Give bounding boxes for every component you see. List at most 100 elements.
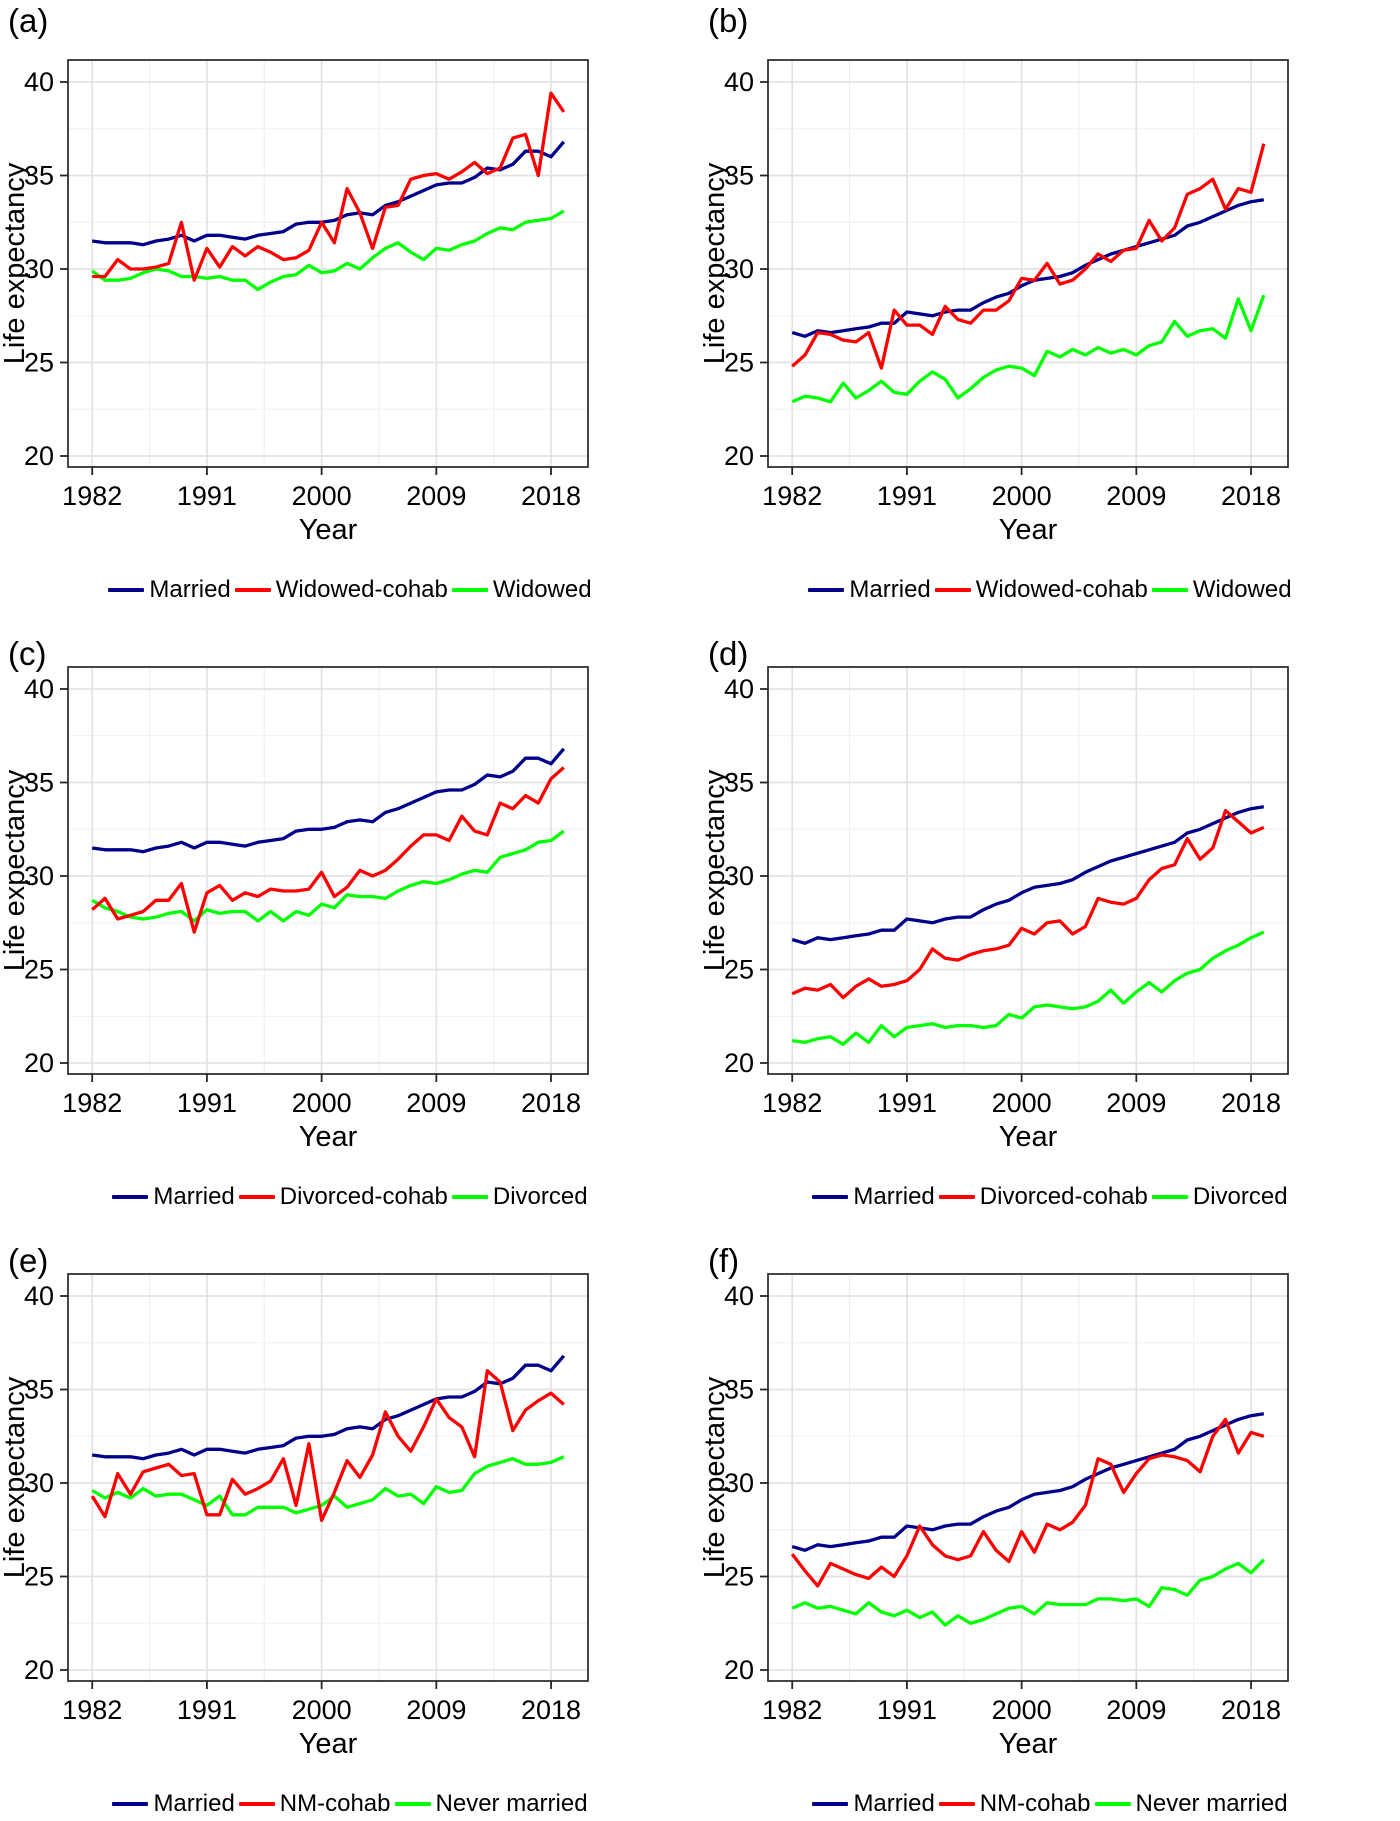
legend-label-married: Married [849,576,931,603]
legend-label-married: Married [853,1790,935,1817]
legend-label-married: Married [153,1183,235,1210]
legend-swatch-widowed-cohab [234,588,271,592]
series-line-divorced [91,829,565,923]
panel-label-c: (c) [8,635,47,672]
series-line-divorced [791,930,1265,1046]
chart-panel-a: 20 25 30 35 40 1982 1991 2000 2009 2018 Year Life e… [0,59,589,545]
y-axis-title: Life expectancy [0,1376,31,1578]
x-tick-label: 2000 [292,1088,352,1118]
x-tick-label: 2009 [406,481,466,511]
legend-panel-b: Married Widowed-cohab Widowed [700,576,1400,604]
y-tick-label: 40 [24,1281,54,1311]
legend-item-nm-cohab: NM-cohab [938,1790,1091,1818]
y-tick-label: 20 [724,441,754,471]
legend-swatch-divorced-cohab [938,1195,975,1199]
series-line-married [791,805,1265,945]
legend-swatch-widowed [1151,588,1188,592]
legend-label-divorced: Divorced [492,1183,588,1210]
x-tick-label: 2018 [1221,1695,1281,1725]
chart-panel-e: 20 25 30 35 40 1982 1991 2000 2009 2018 Year Life e… [0,1273,589,1759]
x-tick-label: 1982 [762,1088,822,1118]
y-tick-label: 30 [24,254,54,284]
y-axis-title: Life expectancy [700,1376,731,1578]
legend-item-married: Married [112,1183,235,1211]
legend-label-never-married: Never married [1135,1790,1288,1817]
panel-b: (b) 20 25 30 35 40 1982 1991 2000 2009 2018 Year Lif… [700,0,1400,607]
panel-d: (d) 20 25 30 35 40 1982 1991 2000 2009 2018 Year Lif… [700,607,1400,1214]
x-tick-label: 2000 [292,481,352,511]
x-tick-label: 1991 [877,1088,937,1118]
x-tick-label: 2009 [1106,481,1166,511]
legend-label-widowed-cohab: Widowed-cohab [975,576,1148,603]
x-axis-title: Year [299,1121,358,1152]
y-tick-label: 35 [724,768,754,798]
x-tick-label: 1991 [877,481,937,511]
legend-item-married: Married [812,1183,935,1211]
y-tick-label: 35 [24,1375,54,1405]
legend-label-nm-cohab: NM-cohab [279,1790,391,1817]
y-tick-label: 35 [24,161,54,191]
y-axis-title: Life expectancy [0,769,31,971]
legend-panel-f: Married NM-cohab Never married [700,1790,1400,1818]
y-tick-label: 30 [724,254,754,284]
x-tick-label: 1991 [177,1088,237,1118]
legend-label-never-married: Never married [435,1790,588,1817]
x-axis-title: Year [299,1728,358,1759]
x-tick-label: 2018 [521,1695,581,1725]
legend-label-divorced-cohab: Divorced-cohab [979,1183,1148,1210]
legend-item-married: Married [112,1790,235,1818]
series-line-never-married [791,1558,1265,1627]
legend-panel-c: Married Divorced-cohab Divorced [0,1183,700,1211]
legend-label-divorced-cohab: Divorced-cohab [279,1183,448,1210]
panel-label-a: (a) [8,2,49,39]
legend-swatch-widowed [451,588,488,592]
legend-label-married: Married [153,1790,235,1817]
y-tick-label: 20 [24,1655,54,1685]
legend-panel-d: Married Divorced-cohab Divorced [700,1183,1400,1211]
x-tick-label: 2009 [1106,1088,1166,1118]
y-tick-label: 30 [24,1468,54,1498]
series-line-married [791,198,1265,338]
x-tick-label: 2018 [521,481,581,511]
y-tick-label: 40 [24,67,54,97]
legend-panel-a: Married Widowed-cohab Widowed [0,576,700,604]
panel-label-f: (f) [708,1242,740,1279]
y-tick-label: 40 [724,1281,754,1311]
legend-item-married: Married [108,576,231,604]
panel-label-e: (e) [8,1242,49,1279]
y-tick-label: 25 [24,955,54,985]
legend-item-never-married: Never married [394,1790,588,1818]
x-axis-title: Year [999,1121,1058,1152]
y-tick-label: 40 [24,674,54,704]
series-line-widowed-cohab [791,143,1266,370]
x-tick-label: 2000 [992,481,1052,511]
y-tick-label: 25 [724,1562,754,1592]
legend-label-nm-cohab: NM-cohab [979,1790,1091,1817]
legend-swatch-divorced-cohab [238,1195,275,1199]
x-axis-title: Year [999,1728,1058,1759]
chart-panel-d: 20 25 30 35 40 1982 1991 2000 2009 2018 Year Life e… [700,666,1289,1152]
legend-swatch-married [812,1802,849,1806]
x-tick-label: 2009 [1106,1695,1166,1725]
chart-panel-f: 20 25 30 35 40 1982 1991 2000 2009 2018 Year Life e… [700,1273,1289,1759]
legend-label-widowed: Widowed [1192,576,1292,603]
panel-border [67,666,589,1075]
legend-item-widowed: Widowed [451,576,592,604]
y-tick-label: 20 [24,441,54,471]
legend-item-divorced-cohab: Divorced-cohab [938,1183,1148,1211]
series-line-never-married [91,1455,565,1517]
x-tick-label: 1991 [177,481,237,511]
legend-swatch-divorced [451,1195,488,1199]
legend-label-married: Married [853,1183,935,1210]
legend-swatch-never-married [394,1802,431,1806]
y-tick-label: 30 [724,1468,754,1498]
series-line-divorced-cohab [791,808,1265,1000]
panel-label-b: (b) [708,2,749,39]
legend-swatch-never-married [1094,1802,1131,1806]
y-tick-label: 35 [724,161,754,191]
legend-item-divorced: Divorced [1151,1183,1288,1211]
legend-label-widowed-cohab: Widowed-cohab [275,576,448,603]
series-line-widowed [91,209,565,292]
x-tick-label: 1982 [62,481,122,511]
panel-border [767,1273,1289,1682]
